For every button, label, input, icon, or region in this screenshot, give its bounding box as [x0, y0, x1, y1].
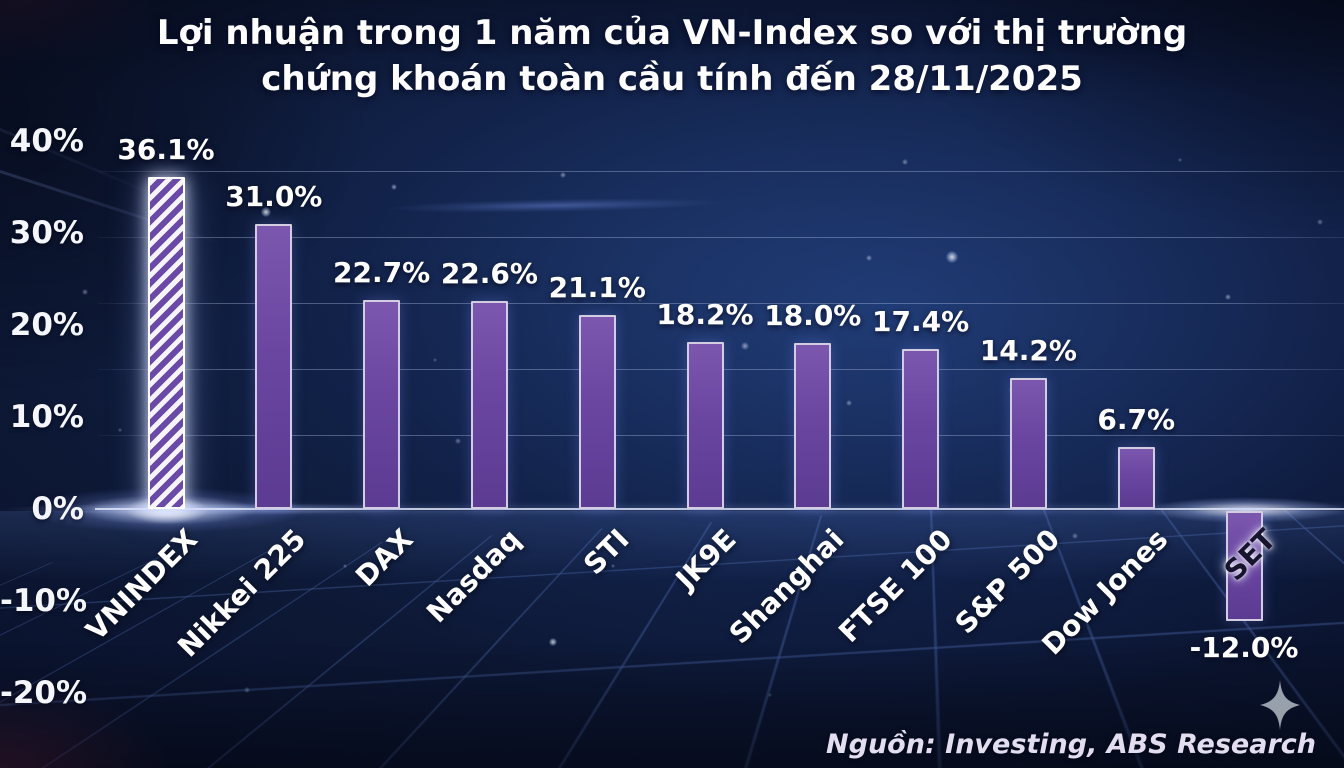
value-label-nikkei-225: 31.0%	[225, 179, 323, 213]
value-label-vnindex: 36.1%	[117, 132, 215, 166]
background-gridline	[98, 171, 1344, 172]
bar-vnindex	[147, 176, 185, 509]
value-label-jk9e: 18.2%	[656, 297, 754, 331]
bar-ftse-100	[902, 348, 940, 509]
bar-shanghai	[794, 343, 832, 509]
bar-sti	[578, 314, 616, 509]
y-axis-tick-30: 30%	[9, 215, 84, 251]
x-axis-label-jk9e: JK9E	[669, 522, 743, 596]
x-axis-label-sti: STI	[576, 522, 636, 582]
bar-jk9e	[686, 341, 724, 509]
x-axis-label-nasdaq: Nasdaq	[420, 522, 528, 630]
x-axis-label-ftse-100: FTSE 100	[832, 522, 959, 649]
y-axis-tick-10: -10%	[0, 583, 88, 619]
value-label-sti: 21.1%	[548, 270, 646, 304]
x-axis-label-shanghai: Shanghai	[723, 522, 851, 651]
chart-title-line2: chứng khoán toàn cầu tính đến 28/11/2025	[261, 59, 1083, 99]
bar-dow-jones	[1117, 447, 1155, 509]
value-label-ftse-100: 17.4%	[872, 304, 970, 338]
bar-dax	[363, 300, 401, 509]
chart-title-line1: Lợi nhuận trong 1 năm của VN-Index so vớ…	[156, 13, 1188, 53]
value-label-dow-jones: 6.7%	[1097, 403, 1176, 437]
y-axis-tick-0: 0%	[31, 491, 84, 527]
background-gridline	[98, 237, 1344, 238]
y-axis-tick-40: 40%	[9, 123, 84, 159]
value-label-dax: 22.7%	[333, 256, 431, 290]
value-label-s-p-500: 14.2%	[979, 334, 1077, 368]
y-axis-tick-20: -20%	[0, 675, 88, 711]
bar-set	[1225, 511, 1263, 622]
value-label-nasdaq: 22.6%	[440, 257, 538, 291]
x-axis-line	[95, 508, 1344, 510]
x-axis-label-s-p-500: S&P 500	[948, 522, 1067, 641]
x-axis-label-dax: DAX	[349, 522, 420, 593]
y-axis-tick-20: 20%	[9, 307, 84, 343]
source-text: Nguồn: Investing, ABS Research	[826, 729, 1316, 760]
bar-nikkei-225	[255, 223, 293, 509]
chart-title: Lợi nhuận trong 1 năm của VN-Index so vớ…	[0, 10, 1344, 102]
bar-s-p-500	[1009, 378, 1047, 509]
value-label-set: -12.0%	[1189, 631, 1299, 665]
y-axis-tick-10: 10%	[9, 399, 84, 435]
background-gridline	[98, 303, 1344, 304]
sparkle-icon	[1260, 680, 1300, 730]
bar-nasdaq	[470, 301, 508, 509]
value-label-shanghai: 18.0%	[764, 299, 862, 333]
